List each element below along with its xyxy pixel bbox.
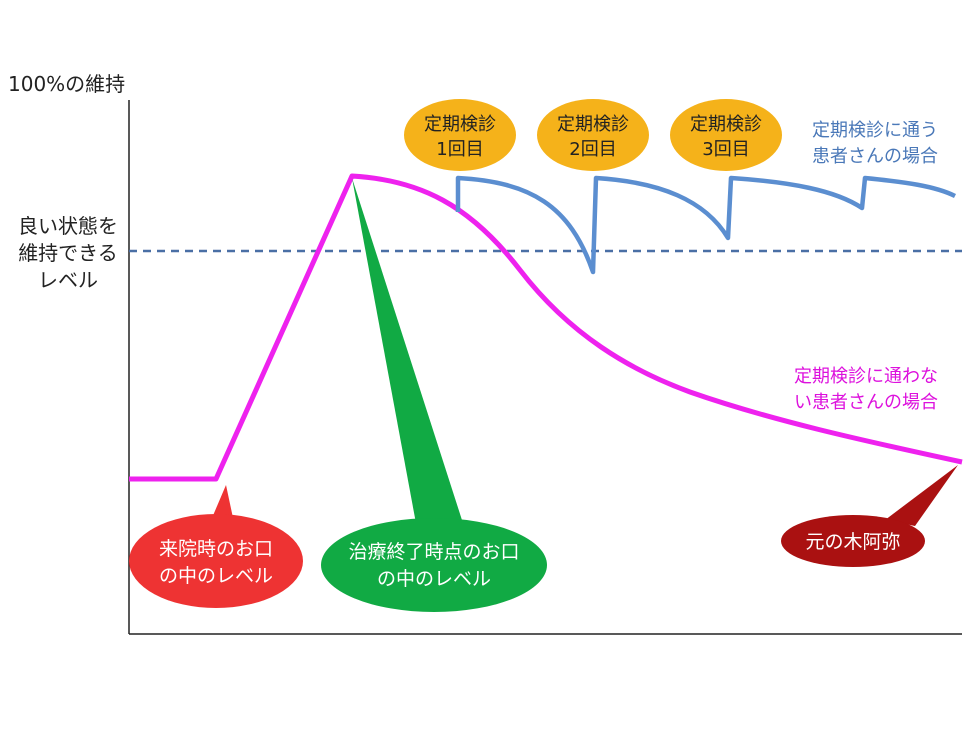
visit-callout-line-1: 来院時のお口 bbox=[159, 538, 273, 560]
with-checkups-label-line-1: 定期検診に通う bbox=[812, 120, 938, 141]
visit-callout: 来院時のお口 の中のレベル bbox=[129, 485, 303, 608]
threshold-label-line-3: レベル bbox=[38, 268, 98, 292]
checkup-1-line-2: 1回目 bbox=[436, 139, 483, 160]
treatment-end-line-1: 治療終了時点のお口 bbox=[348, 541, 519, 563]
curve-with-checkups bbox=[455, 175, 957, 275]
threshold-label-line-1: 良い状態を bbox=[18, 214, 118, 238]
back-to-start-label: 元の木阿弥 bbox=[805, 531, 900, 553]
treatment-end-callout: 治療終了時点のお口 の中のレベル bbox=[321, 518, 547, 612]
without-checkups-label-line-2: い患者さんの場合 bbox=[794, 392, 938, 413]
treatment-end-line-2: の中のレベル bbox=[377, 568, 491, 590]
treatment-end-pointer bbox=[352, 178, 470, 545]
checkup-2-line-1: 定期検診 bbox=[557, 114, 629, 135]
checkup-1-line-1: 定期検診 bbox=[424, 114, 496, 135]
visit-callout-line-2: の中のレベル bbox=[159, 565, 273, 587]
checkup-3-line-1: 定期検診 bbox=[690, 114, 762, 135]
y-axis-top-label: 100%の維持 bbox=[8, 72, 125, 96]
with-checkups-label-line-2: 患者さんの場合 bbox=[812, 146, 938, 167]
threshold-label-line-2: 維持できる bbox=[18, 241, 118, 265]
curve-without-checkups bbox=[129, 173, 963, 482]
checkup-badge-2: 定期検診 2回目 bbox=[537, 99, 649, 171]
checkup-3-line-2: 3回目 bbox=[702, 139, 749, 160]
checkup-2-line-2: 2回目 bbox=[569, 139, 616, 160]
checkup-badge-1: 定期検診 1回目 bbox=[404, 99, 516, 171]
without-checkups-label-line-1: 定期検診に通わな bbox=[794, 366, 938, 387]
checkup-badge-3: 定期検診 3回目 bbox=[670, 99, 782, 171]
back-to-start-callout: 元の木阿弥 bbox=[781, 465, 958, 567]
